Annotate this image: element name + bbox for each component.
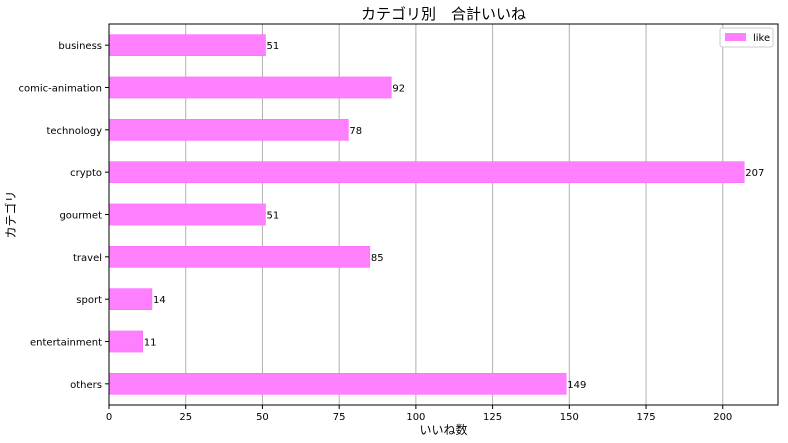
data-label: 85 [371,253,384,264]
y-tick-label: gourmet [59,211,102,222]
x-tick-label: 75 [333,412,346,423]
bars: 51 92 78 207 51 85 14 11 149 [108,34,764,395]
bar [108,288,153,311]
x-tick-label: 50 [256,412,269,423]
y-axis-label: カテゴリ [3,190,18,238]
legend: like [719,27,774,48]
bar [108,203,266,226]
bar [108,76,392,99]
legend-label: like [753,33,770,44]
y-tick-label: travel [73,253,102,264]
legend-box [719,27,774,48]
data-label: 207 [745,168,764,179]
x-tick-label: 100 [406,412,425,423]
x-tick-label: 200 [713,412,732,423]
bar [108,119,349,141]
x-tick-label: 0 [106,412,112,423]
bar [108,246,371,268]
y-tick-label: others [70,380,102,391]
data-label: 14 [153,295,166,306]
bar [108,330,144,353]
x-tick-label: 125 [483,412,502,423]
data-label: 51 [267,211,280,222]
y-tick-label: crypto [70,168,102,179]
x-axis-label: いいね数 [419,422,467,437]
legend-swatch [725,33,746,41]
data-label: 51 [267,41,280,52]
y-tick-label: business [58,41,102,52]
y-tick-label: technology [46,126,102,137]
data-label: 11 [144,338,157,349]
y-tick-label: entertainment [30,338,102,349]
y-axis-ticks: business comic-animation technology crypto g… [18,41,109,391]
y-tick-label: sport [76,295,102,306]
y-tick-label: comic-animation [18,84,102,95]
x-tick-label: 175 [636,412,655,423]
data-label: 149 [567,380,586,391]
chart-title: カテゴリ別 合計いいね [361,5,526,23]
data-label: 78 [349,126,362,137]
bar [108,373,567,395]
x-axis-ticks: 0 25 50 75 100 125 150 175 200 [106,405,732,423]
x-tick-label: 150 [560,412,579,423]
bar [108,161,745,183]
x-tick-label: 25 [179,412,192,423]
bar [108,34,266,56]
data-label: 92 [392,84,405,95]
